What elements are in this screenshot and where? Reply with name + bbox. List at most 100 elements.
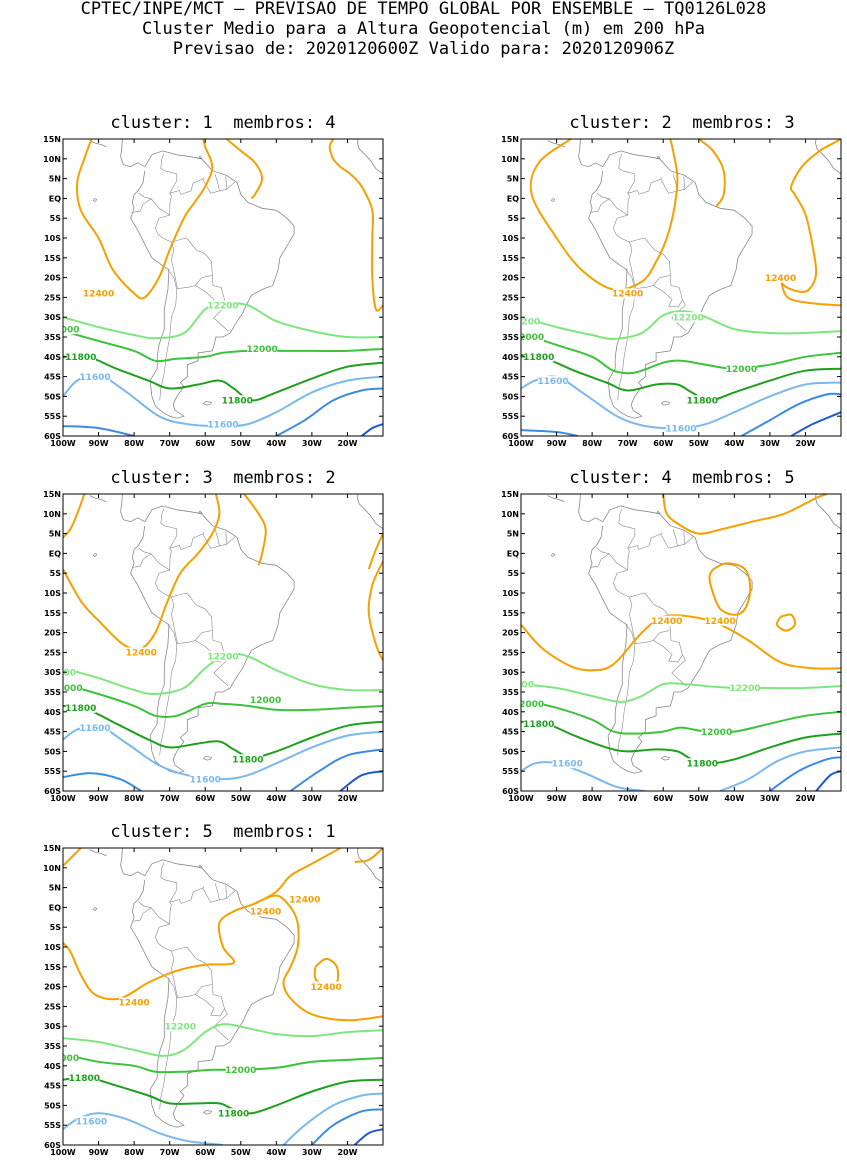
contour-label: 200 xyxy=(515,680,534,690)
contour-label: 2000 xyxy=(54,1054,79,1064)
lon-tick-label: 90W xyxy=(547,794,567,803)
coastline xyxy=(130,150,295,419)
lon-tick-label: 20W xyxy=(795,794,815,803)
lat-tick-label: 5N xyxy=(507,530,519,539)
contour-line xyxy=(63,494,221,651)
contour-label: 11800 xyxy=(687,397,718,407)
lat-tick-label: 55S xyxy=(44,1121,61,1130)
coastline xyxy=(578,139,603,168)
island xyxy=(202,401,213,406)
contour-line xyxy=(243,494,267,566)
contour-label: 12200 xyxy=(207,653,238,663)
lat-tick-label: 60S xyxy=(502,787,519,796)
contour-label: 12000 xyxy=(701,728,732,738)
lon-tick-label: 20W xyxy=(795,439,815,448)
contour-line xyxy=(719,746,841,791)
lat-tick-label: 10N xyxy=(43,864,61,873)
contour-line xyxy=(367,533,383,570)
lat-tick-label: 40S xyxy=(44,1062,61,1071)
lat-tick-label: 10S xyxy=(502,589,519,598)
contour-label: 12400 xyxy=(250,908,281,918)
island xyxy=(92,197,98,203)
contour-label: 12400 xyxy=(83,290,114,300)
country-border xyxy=(225,531,227,545)
map-frame xyxy=(62,847,384,1146)
contour-line xyxy=(63,354,383,402)
lat-tick-label: 35S xyxy=(502,333,519,342)
coastline xyxy=(547,140,565,148)
lon-tick-label: 60W xyxy=(195,1148,215,1157)
contour-label: 12000 xyxy=(246,345,277,355)
lat-tick-label: 5S xyxy=(508,214,520,223)
contour-line xyxy=(63,848,341,1001)
contour-label: 11600 xyxy=(665,424,696,434)
panel-title: cluster: 5 membros: 1 xyxy=(110,822,336,842)
contour-line xyxy=(339,770,383,791)
country-border xyxy=(214,174,220,191)
coastline xyxy=(130,505,295,774)
lon-tick-label: 70W xyxy=(618,794,638,803)
lat-tick-label: 30S xyxy=(502,313,519,322)
country-border xyxy=(171,950,212,999)
lat-tick-label: EQ xyxy=(49,549,61,558)
country-border xyxy=(202,533,236,549)
lon-tick-label: 70W xyxy=(160,439,180,448)
contour-line xyxy=(740,392,841,436)
contour-line xyxy=(225,139,264,200)
country-border xyxy=(617,269,636,401)
contour-label: 12200 xyxy=(729,684,760,694)
contour-line xyxy=(521,429,579,436)
lon-tick-label: 40W xyxy=(266,439,286,448)
contour-line xyxy=(521,720,841,765)
map-panel: 12400 12400 200 12200 2000 12000 11800 11800 116… xyxy=(501,490,842,803)
country-border xyxy=(617,624,636,756)
lat-tick-label: 20S xyxy=(502,629,519,638)
contour-line xyxy=(521,332,841,375)
contour-line xyxy=(328,139,383,312)
country-border xyxy=(159,269,178,401)
lat-tick-label: 60S xyxy=(44,1141,61,1150)
lat-tick-label: 45S xyxy=(502,728,519,737)
contour-label: 11800 xyxy=(523,720,554,730)
contour-label: 11800 xyxy=(232,756,263,766)
contour-line xyxy=(63,848,82,867)
country-border xyxy=(155,177,205,235)
lat-tick-label: EQ xyxy=(507,194,519,203)
lat-tick-label: 25S xyxy=(502,293,519,302)
country-border xyxy=(132,907,152,922)
country-border xyxy=(683,176,685,190)
lat-tick-label: 30S xyxy=(44,313,61,322)
header-line-3: Previsao de: 2020120600Z Valido para: 20… xyxy=(172,39,675,59)
panel-title: cluster: 3 membros: 2 xyxy=(110,468,336,488)
lon-tick-label: 30W xyxy=(760,439,780,448)
lat-tick-label: 15N xyxy=(43,490,61,499)
contour-label: 11800 xyxy=(65,704,96,714)
map-panel: 12400 12400 12400 12400 12200 2000 12000 11800 1… xyxy=(43,844,384,1157)
country-border xyxy=(159,978,178,1110)
contour-label: 11600 xyxy=(190,775,221,785)
lon-tick-label: 20W xyxy=(337,794,357,803)
lon-tick-label: 60W xyxy=(195,439,215,448)
contour-line xyxy=(254,894,383,1022)
lat-tick-label: 5S xyxy=(50,923,62,932)
lon-tick-label: 50W xyxy=(689,439,709,448)
contour-line xyxy=(521,353,841,402)
contour-label: 2000 xyxy=(519,700,544,710)
contour-label: 11600 xyxy=(79,724,110,734)
lat-tick-label: 5S xyxy=(508,569,520,578)
country-border xyxy=(653,640,683,663)
lat-tick-label: 10S xyxy=(44,943,61,952)
island xyxy=(550,552,556,558)
lon-tick-label: 20W xyxy=(337,1148,357,1157)
lat-tick-label: 40S xyxy=(502,353,519,362)
contour-line xyxy=(708,562,752,616)
contour-label: 12000 xyxy=(726,365,757,375)
country-border xyxy=(160,153,178,194)
lat-tick-label: 15S xyxy=(502,254,519,263)
country-border xyxy=(214,529,220,546)
coastline xyxy=(89,140,107,148)
country-border xyxy=(225,176,227,190)
lat-tick-label: 50S xyxy=(44,392,61,401)
lon-tick-label: 100W xyxy=(50,439,76,448)
coastline xyxy=(120,494,145,523)
